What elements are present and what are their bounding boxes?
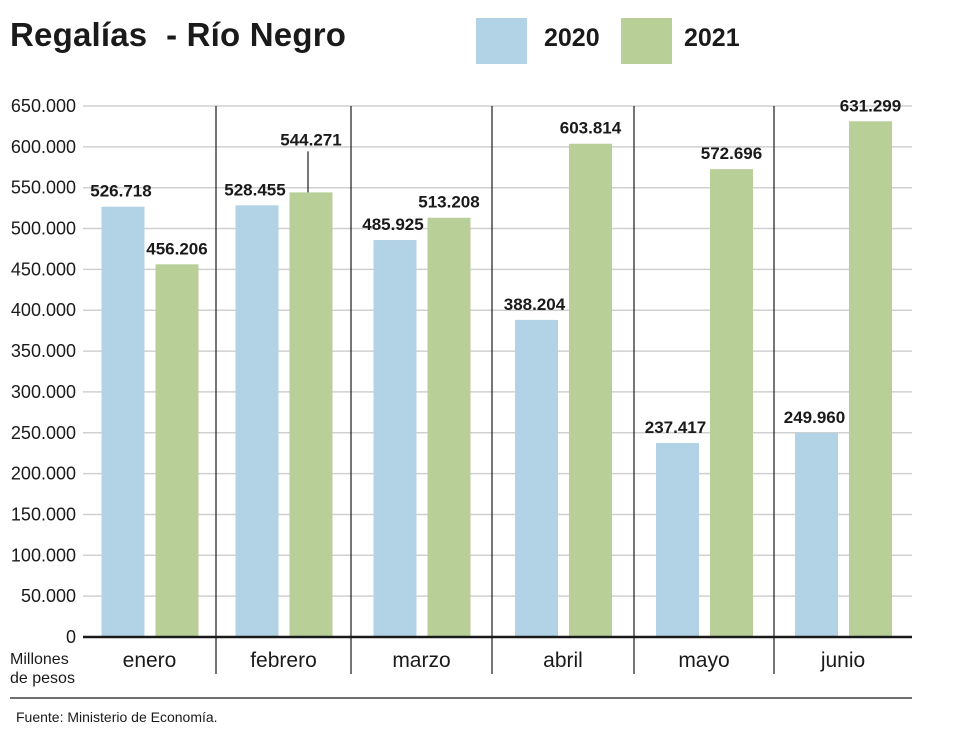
y-tick-label: 200.000 <box>11 464 76 484</box>
data-label: 249.960 <box>784 408 845 427</box>
data-label: 513.208 <box>418 193 479 212</box>
y-tick-label: 0 <box>66 627 76 647</box>
data-label: 237.417 <box>645 418 706 437</box>
data-label: 485.925 <box>362 215 423 234</box>
bar-2021-junio <box>849 121 892 637</box>
chart-title: Regalías - Río Negro <box>10 16 347 53</box>
y-tick-label: 650.000 <box>11 96 76 116</box>
bar-2021-febrero <box>289 192 333 637</box>
bar-2020-marzo <box>373 240 417 637</box>
x-tick-label: febrero <box>250 649 317 672</box>
x-tick-label: junio <box>820 649 865 672</box>
y-tick-label: 350.000 <box>11 341 76 361</box>
data-label: 631.299 <box>840 96 901 115</box>
data-label: 456.206 <box>146 239 207 258</box>
bar-2020-abril <box>515 319 558 637</box>
y-tick-label: 500.000 <box>11 219 76 239</box>
bar-2020-enero <box>101 206 145 637</box>
data-label: 526.718 <box>90 182 151 201</box>
data-label: 544.271 <box>280 130 341 149</box>
x-tick-label: mayo <box>678 649 729 672</box>
data-label: 388.204 <box>504 295 566 314</box>
legend-label-2021: 2021 <box>684 24 740 52</box>
bar-2020-junio <box>795 432 838 637</box>
bar-2021-abril <box>569 143 612 637</box>
bar-2020-febrero <box>235 205 279 637</box>
bar-2020-mayo <box>656 443 699 637</box>
legend-label-2020: 2020 <box>544 24 600 52</box>
y-tick-label: 550.000 <box>11 178 76 198</box>
y-tick-label: 450.000 <box>11 259 76 279</box>
data-label: 528.455 <box>224 180 285 199</box>
y-axis-unit-line-1: Millones <box>10 651 69 668</box>
legend-swatch-2021 <box>621 18 672 64</box>
x-tick-label: marzo <box>392 649 450 672</box>
y-tick-label: 250.000 <box>11 423 76 443</box>
x-tick-label: abril <box>543 649 583 672</box>
y-tick-label: 100.000 <box>11 545 76 565</box>
data-label: 603.814 <box>560 119 622 138</box>
y-tick-label: 400.000 <box>11 300 76 320</box>
y-tick-label: 300.000 <box>11 382 76 402</box>
bar-2021-enero <box>155 264 199 637</box>
source-note: Fuente: Ministerio de Economía. <box>16 709 218 725</box>
legend-swatch-2020 <box>476 18 527 64</box>
y-axis-unit-line-2: de pesos <box>10 670 75 687</box>
y-tick-label: 150.000 <box>11 504 76 524</box>
x-tick-label: enero <box>123 649 177 672</box>
y-axis-unit-label: Millones de pesos <box>10 650 75 688</box>
bar-2021-marzo <box>427 217 471 637</box>
y-tick-label: 600.000 <box>11 137 76 157</box>
data-label: 572.696 <box>701 144 762 163</box>
y-tick-label: 50.000 <box>21 586 76 606</box>
bar-2021-mayo <box>710 169 753 637</box>
